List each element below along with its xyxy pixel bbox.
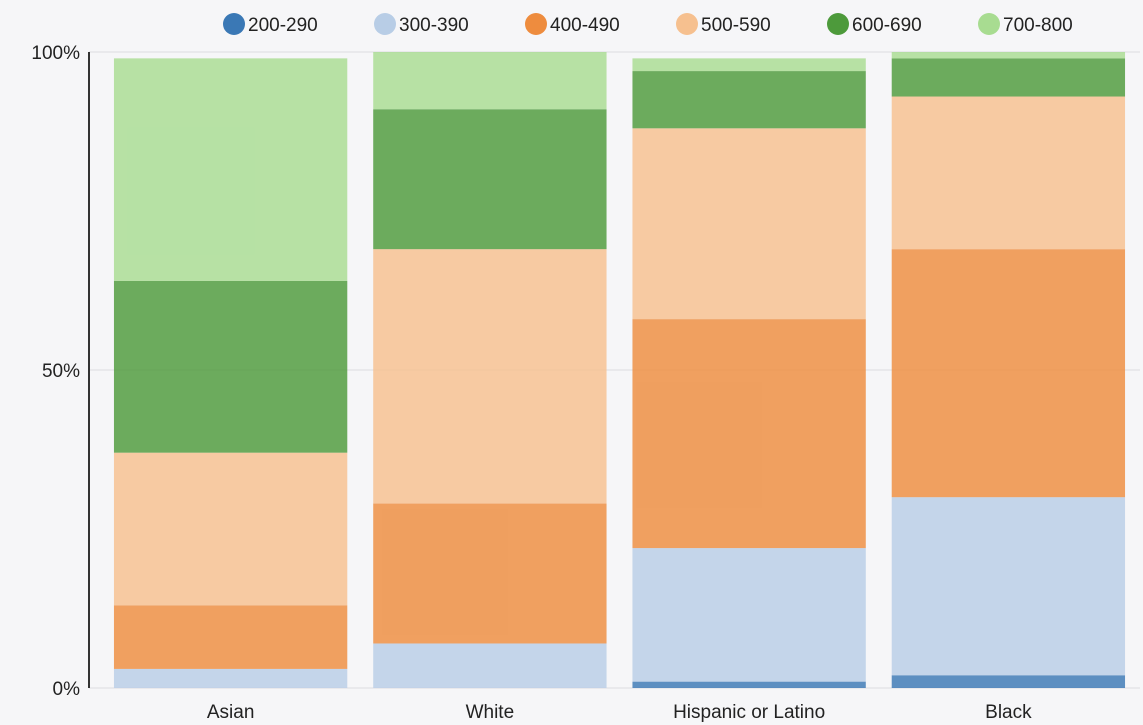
legend-swatch	[978, 13, 1000, 35]
x-tick-label: Hispanic or Latino	[673, 702, 825, 723]
legend-item[interactable]: 700-800	[978, 13, 1073, 36]
bar-stack[interactable]	[113, 58, 348, 688]
legend-swatch	[223, 13, 245, 35]
bar-segment[interactable]	[891, 52, 1126, 59]
bar-segment[interactable]	[373, 249, 607, 504]
bar-segment[interactable]	[373, 643, 607, 688]
bar-segment[interactable]	[891, 497, 1126, 676]
legend-label: 700-800	[1003, 15, 1073, 36]
bar-segment[interactable]	[113, 58, 348, 281]
x-tick-label: Black	[985, 702, 1032, 723]
legend-label: 200-290	[248, 15, 318, 36]
legend-label: 500-590	[701, 15, 771, 36]
legend-item[interactable]: 400-490	[525, 13, 620, 36]
y-tick-label: 50%	[42, 361, 80, 382]
y-tick-label: 0%	[53, 679, 81, 700]
x-axis-labels: Asian White Hispanic or Latino Black	[207, 702, 1032, 723]
bar-segment[interactable]	[373, 109, 607, 250]
legend[interactable]: 200-290 300-390 400-490 500-590 600-690 700-8…	[223, 13, 1073, 36]
bar-segment[interactable]	[113, 605, 348, 669]
legend-label: 400-490	[550, 15, 620, 36]
bar-segment[interactable]	[113, 668, 348, 688]
bar-segment[interactable]	[891, 249, 1126, 498]
bar-segment[interactable]	[113, 280, 348, 453]
bar-segment[interactable]	[113, 452, 348, 606]
legend-item[interactable]: 600-690	[827, 13, 922, 36]
legend-item[interactable]: 200-290	[223, 13, 318, 36]
bar-segment[interactable]	[373, 503, 607, 644]
bar-segment[interactable]	[373, 52, 607, 110]
bar-stack[interactable]	[891, 52, 1126, 688]
bar-segment[interactable]	[632, 681, 866, 688]
legend-swatch	[676, 13, 698, 35]
x-tick-label: White	[466, 702, 515, 723]
legend-label: 600-690	[852, 15, 922, 36]
legend-swatch	[374, 13, 396, 35]
legend-swatch	[827, 13, 849, 35]
bars	[113, 52, 1126, 688]
bar-segment[interactable]	[891, 96, 1126, 250]
bar-segment[interactable]	[632, 548, 866, 682]
y-axis-ticks: 0% 50% 100%	[31, 43, 80, 700]
bar-segment[interactable]	[632, 319, 866, 549]
bar-segment[interactable]	[891, 675, 1126, 688]
legend-label: 300-390	[399, 15, 469, 36]
bar-segment[interactable]	[891, 58, 1126, 97]
bar-stack[interactable]	[373, 52, 607, 688]
legend-item[interactable]: 500-590	[676, 13, 771, 36]
legend-swatch	[525, 13, 547, 35]
x-tick-label: Asian	[207, 702, 255, 723]
bar-segment[interactable]	[632, 128, 866, 320]
bar-segment[interactable]	[632, 71, 866, 129]
bar-stack[interactable]	[632, 58, 866, 688]
y-tick-label: 100%	[31, 43, 80, 64]
bar-segment[interactable]	[632, 58, 866, 72]
legend-item[interactable]: 300-390	[374, 13, 469, 36]
